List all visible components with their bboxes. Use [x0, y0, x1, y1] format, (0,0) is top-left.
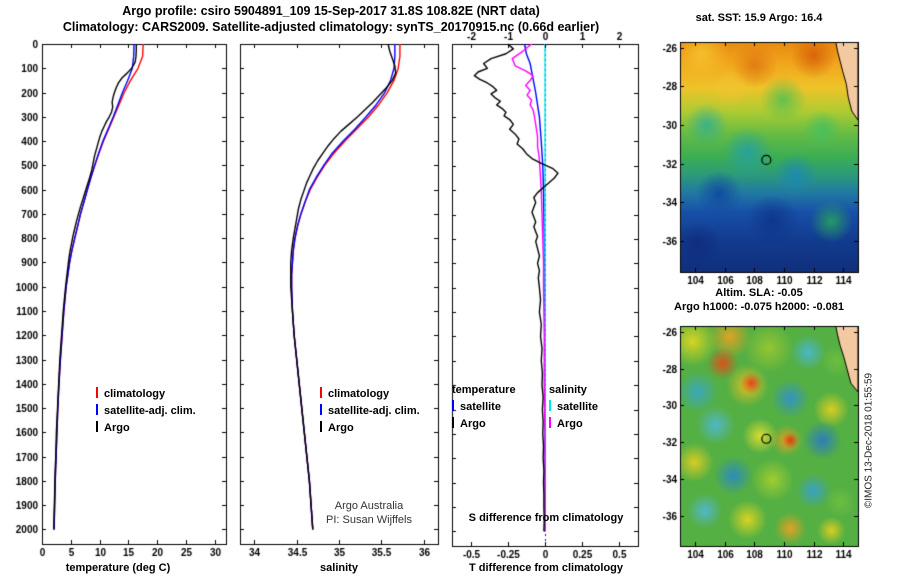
argo-heights-title: Argo h1000: -0.075 h2000: -0.081	[674, 301, 844, 313]
legend-row: climatology	[320, 386, 420, 403]
legend-label: Argo	[104, 422, 130, 434]
figure-title-line1: Argo profile: csiro 5904891_109 15-Sep-2…	[122, 4, 540, 18]
salinity-profile-panel	[236, 36, 442, 570]
legend-row: climatology	[96, 386, 196, 403]
difference-salinity-legend: salinity satellite Argo	[549, 382, 598, 433]
argo-line-swatch	[96, 421, 98, 432]
argo-australia-line: Argo Australia	[334, 500, 404, 512]
legend-row: satellite-adj. clim.	[320, 403, 420, 420]
legend-row: Argo	[320, 420, 420, 437]
temperature-axis-label: temperature (deg C)	[65, 562, 171, 574]
legend-row: Argo	[96, 420, 196, 437]
legend-row: satellite	[549, 399, 598, 416]
satellite-line-swatch	[549, 400, 551, 411]
legend-label: Argo	[328, 422, 354, 434]
argo-line-swatch	[320, 421, 322, 432]
legend-label: climatology	[104, 388, 166, 400]
temperature-legend: climatology satellite-adj. clim. Argo	[96, 386, 196, 437]
legend-label: climatology	[328, 388, 390, 400]
argo-line-swatch	[452, 417, 454, 428]
satellite-adj-line-swatch	[96, 404, 98, 415]
sst-map	[650, 36, 868, 288]
difference-temperature-legend: temperature satellite Argo	[452, 382, 516, 433]
legend-label: satellite-adj. clim.	[104, 405, 196, 417]
argo-line-swatch	[549, 417, 551, 428]
pi-line: PI: Susan Wijffels	[326, 514, 412, 526]
difference-profile-panel	[446, 24, 646, 576]
satellite-line-swatch	[452, 400, 454, 411]
legend-label: Argo	[460, 418, 486, 430]
sla-map	[650, 318, 868, 574]
legend-header: salinity	[549, 384, 587, 396]
t-difference-axis-label: T difference from climatology	[468, 562, 624, 574]
temperature-profile-panel	[2, 36, 234, 570]
legend-row: satellite-adj. clim.	[96, 403, 196, 420]
imos-copyright-text: ©IMOS 13-Dec-2018 01:55:59	[863, 372, 875, 509]
legend-label: satellite	[557, 401, 598, 413]
legend-row: satellite	[452, 399, 516, 416]
legend-label: Argo	[557, 418, 583, 430]
salinity-legend: climatology satellite-adj. clim. Argo	[320, 386, 420, 437]
legend-header: temperature	[452, 384, 516, 396]
s-difference-inner-label: S difference from climatology	[468, 512, 624, 524]
argo-australia-note: Argo Australia PI: Susan Wijffels	[300, 499, 438, 527]
legend-label: satellite-adj. clim.	[328, 405, 420, 417]
sst-map-title: sat. SST: 15.9 Argo: 16.4	[695, 12, 823, 24]
legend-row: Argo	[549, 416, 598, 433]
salinity-axis-label: salinity	[320, 562, 358, 574]
legend-row: Argo	[452, 416, 516, 433]
satellite-adj-line-swatch	[320, 404, 322, 415]
climatology-line-swatch	[320, 387, 322, 398]
legend-label: satellite	[460, 401, 501, 413]
sla-map-title: Altim. SLA: -0.05	[715, 287, 803, 299]
climatology-line-swatch	[96, 387, 98, 398]
